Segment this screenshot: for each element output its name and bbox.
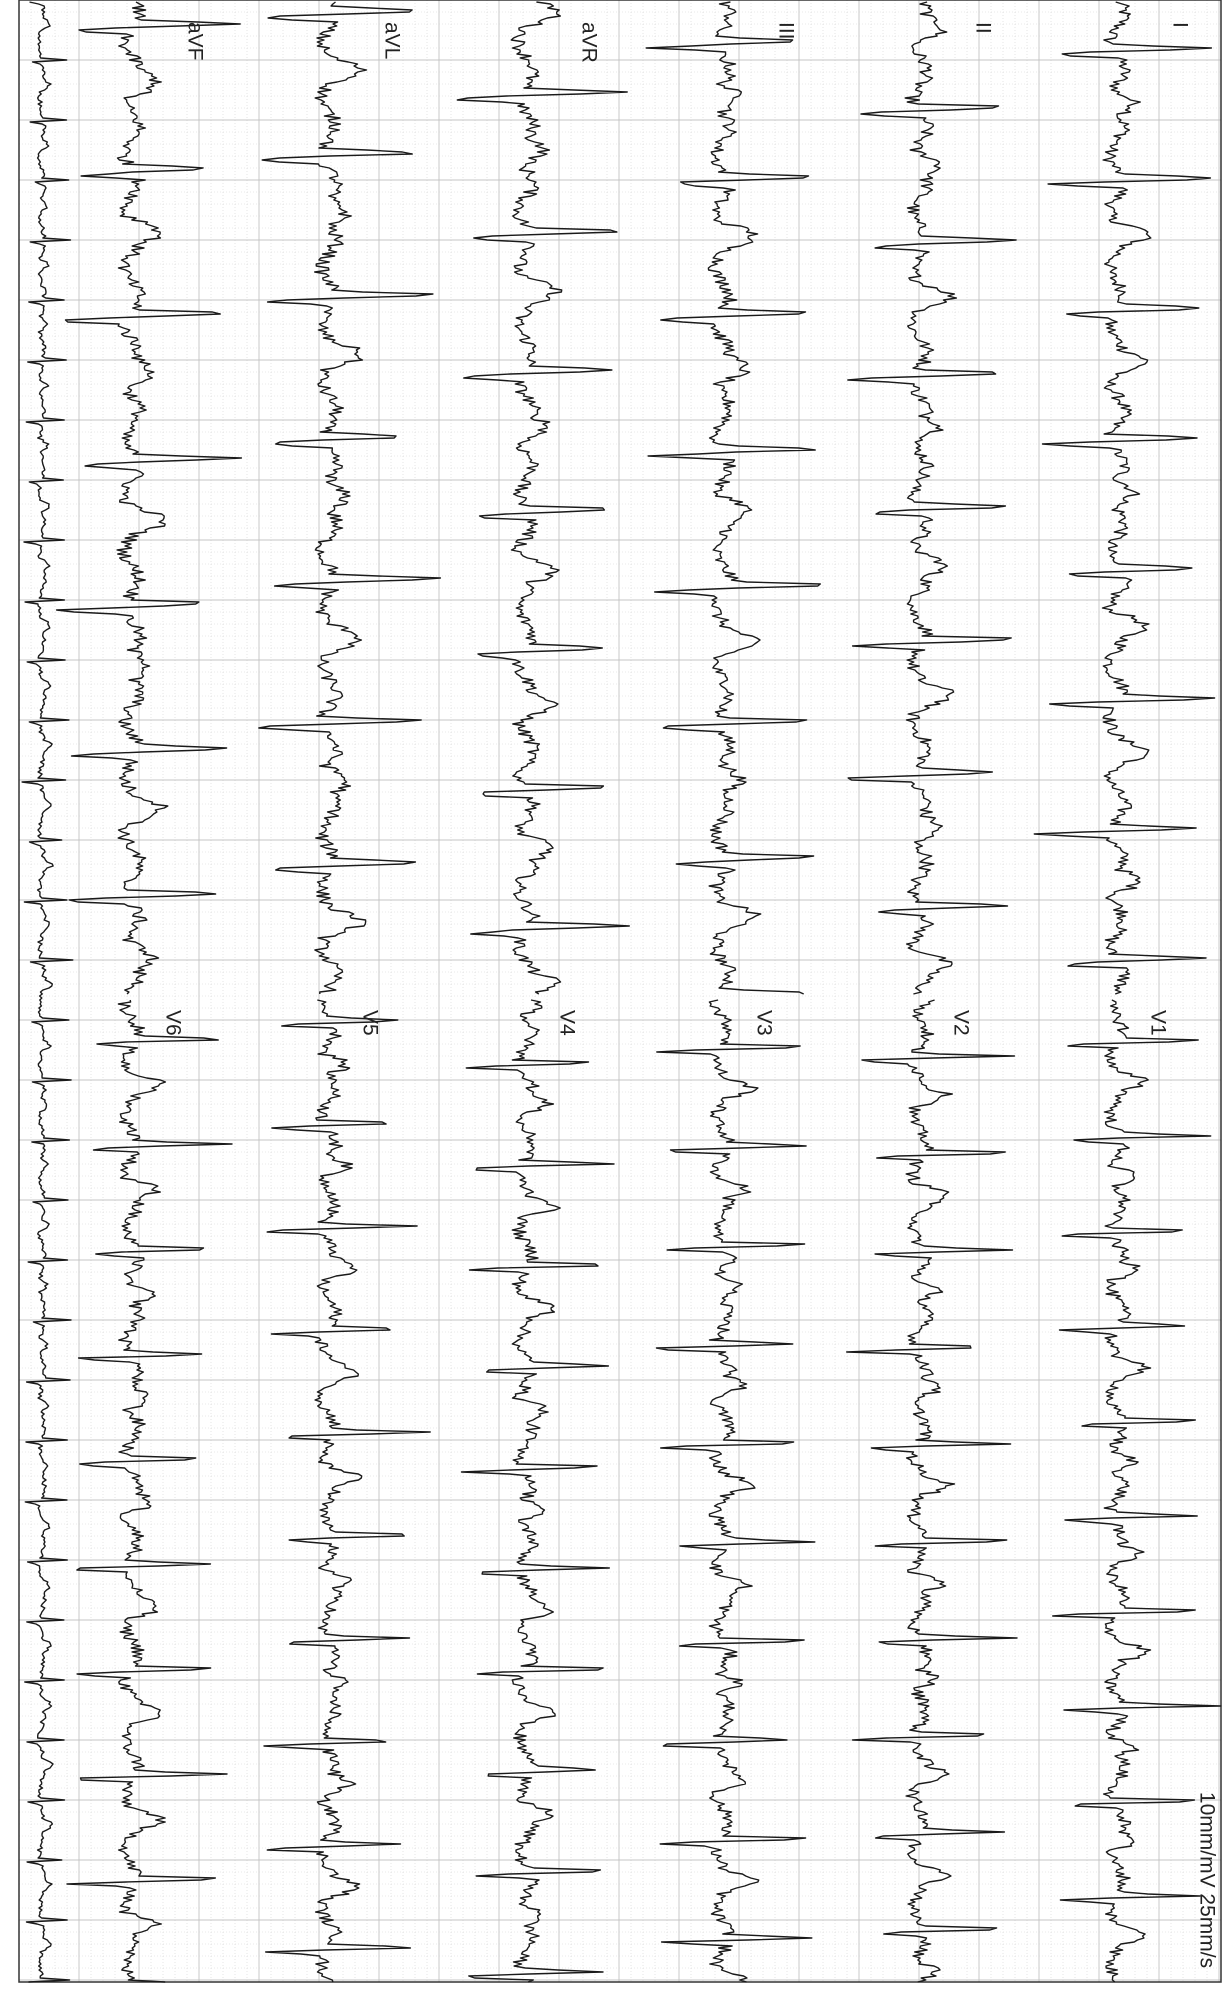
lead-label: V5 [358,1010,381,1036]
ecg-trace [264,1000,430,1982]
lead-label: III [774,22,797,40]
ecg-trace [657,1000,815,1982]
ecg-trace [847,1000,1017,1982]
lead-label: aVR [577,22,600,63]
lead-label: II [971,22,994,34]
lead-label: I [1168,22,1191,28]
ecg-trace [646,2,820,994]
lead-label: aVL [380,22,403,59]
lead-label: V4 [555,1010,578,1036]
lead-label: V2 [949,1010,972,1036]
ecg-trace [259,2,441,994]
ecg-trace [22,2,73,1982]
lead-label: V1 [1146,1010,1169,1036]
ecg-trace [67,1000,232,1982]
ecg-trace [457,2,629,994]
ecg-trace [1034,2,1214,994]
lead-label: V3 [752,1010,775,1036]
calibration-label: 10mm/mV 25mm/s [1195,1792,1218,1968]
lead-label: aVF [183,22,206,61]
ecg-sheet: IIIIIIaVRaVLaVFV1V2V3V4V5V6 10mm/mV 25mm… [0,0,1222,1989]
grid [19,0,1221,1982]
ecg-trace [462,1000,615,1982]
page: {"leads": {"limb": ["I", "II", "III", "a… [0,0,1222,1989]
ecg-trace [57,2,242,994]
lead-label: V6 [161,1010,184,1036]
